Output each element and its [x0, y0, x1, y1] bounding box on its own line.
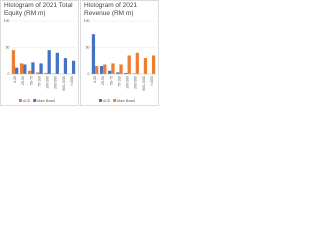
bar [135, 52, 139, 74]
legend-swatch [113, 99, 117, 102]
bar [119, 64, 123, 74]
x-tick-label: 25-50 [21, 76, 25, 85]
x-tick-label: 500-1000 [62, 76, 66, 91]
x-tick-label: 200-500 [54, 76, 58, 89]
legend-swatch [19, 99, 22, 102]
bar [124, 72, 128, 74]
legend-swatch [99, 99, 102, 102]
y-tick-label: 0 [8, 72, 10, 76]
bar [108, 70, 112, 74]
legend-label: ACE [23, 99, 31, 103]
x-tick-label: 100-200 [46, 76, 50, 89]
bar [11, 50, 16, 74]
x-tick-label: 100-200 [126, 76, 130, 89]
chart-panel: Histogram of 2021 Total Equity (RM m) 0 50… [0, 0, 79, 106]
bar [39, 63, 43, 74]
bar [36, 72, 40, 74]
x-tick-label: 25-50 [101, 76, 105, 85]
legend-label: ACE [103, 99, 111, 103]
legend-label: Main Board [37, 99, 55, 103]
chart: 0 50 100 0-25 25-50 50-75 75-100 100-200 200-500… [84, 19, 156, 103]
x-tick-label: >1000 [70, 76, 74, 86]
bar [63, 58, 68, 74]
x-tick-label: 500-1000 [142, 76, 146, 91]
chart-title: Histogram of 2021 Total Equity (RM m) [4, 2, 73, 17]
bar [28, 70, 32, 74]
y-tick-label: 100 [84, 19, 90, 23]
chart-panel: Histogram of 2021 Revenue (RM m) 0 50 100 0-… [80, 0, 159, 106]
bar [47, 50, 51, 74]
bar [55, 52, 59, 74]
y-tick-label: 0 [88, 72, 90, 76]
bar [116, 72, 120, 74]
bar [31, 62, 35, 74]
page: Histogram of 2021 Total Equity (RM m) 0 50… [0, 0, 160, 106]
x-tick-label: 0-25 [93, 76, 97, 83]
bar [52, 73, 56, 74]
bar [151, 55, 156, 74]
x-tick-label: 0-25 [13, 76, 17, 83]
bar [15, 67, 19, 74]
x-tick-label: 75-100 [117, 76, 121, 87]
bar [99, 66, 104, 74]
chart-title: Histogram of 2021 Revenue (RM m) [84, 2, 138, 17]
bar [103, 64, 107, 74]
bar [19, 63, 24, 74]
x-tick-label: 50-75 [109, 76, 113, 85]
legend-label: Main Board [117, 99, 135, 103]
bar [127, 55, 131, 74]
x-tick-label: 75-100 [37, 76, 41, 87]
x-tick-label: 50-75 [29, 76, 33, 85]
bar [95, 66, 99, 74]
y-tick-label: 100 [4, 19, 10, 23]
x-tick-label: 200-500 [134, 76, 138, 89]
bar [71, 60, 76, 74]
legend-swatch [33, 99, 37, 102]
bar [111, 63, 115, 74]
chart: 0 50 100 0-25 25-50 50-75 75-100 100-200 200-500… [4, 19, 76, 103]
bar [132, 73, 136, 74]
bar [23, 64, 27, 74]
bar [91, 34, 96, 74]
bar [44, 72, 48, 74]
y-tick-label: 50 [86, 46, 90, 50]
bar [143, 58, 148, 74]
y-tick-label: 50 [6, 46, 10, 50]
x-tick-label: >1000 [150, 76, 154, 86]
